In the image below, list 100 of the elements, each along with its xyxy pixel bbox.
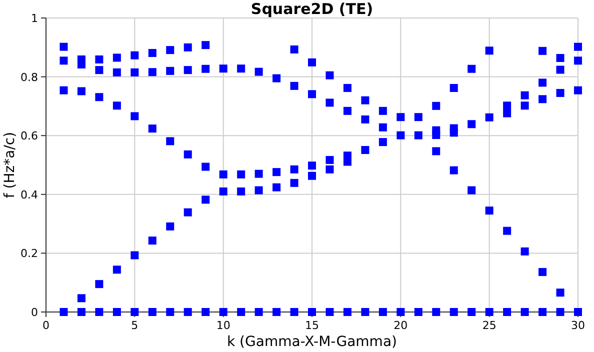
point: [326, 165, 334, 174]
point: [361, 308, 370, 316]
point: [254, 170, 263, 178]
point: [520, 91, 529, 100]
point: [202, 64, 210, 73]
point: [272, 74, 281, 82]
point: [272, 168, 281, 176]
y-tick-label: 0.6: [20, 130, 38, 143]
point: [130, 112, 139, 120]
point: [166, 308, 174, 316]
point: [184, 150, 192, 158]
point: [290, 165, 298, 174]
point: [254, 308, 263, 316]
point: [308, 90, 316, 98]
point: [219, 170, 228, 178]
point: [538, 268, 547, 276]
point: [112, 308, 121, 316]
x-axis-title: k (Gamma-X-M-Gamma): [227, 334, 397, 350]
y-tick-label: 0.8: [20, 70, 38, 84]
point: [148, 68, 156, 76]
point: [60, 56, 68, 65]
chart-title: Square2D (TE): [250, 0, 374, 18]
point: [485, 113, 494, 122]
point: [290, 82, 298, 90]
point: [148, 124, 156, 133]
point: [378, 123, 387, 132]
point: [60, 308, 68, 316]
point: [272, 308, 281, 316]
point: [237, 64, 246, 73]
point: [503, 308, 512, 316]
point: [432, 102, 440, 110]
point: [184, 308, 192, 316]
point: [95, 55, 104, 64]
point: [95, 280, 104, 288]
point: [538, 78, 547, 87]
point: [95, 66, 104, 74]
point: [112, 68, 121, 76]
point: [343, 308, 352, 316]
point: [378, 106, 387, 115]
point: [520, 102, 529, 110]
point: [77, 308, 86, 316]
point: [290, 308, 298, 316]
point: [556, 288, 564, 297]
point: [396, 131, 405, 140]
point: [485, 308, 494, 316]
point: [237, 170, 246, 178]
point: [503, 109, 512, 118]
point: [308, 58, 316, 66]
point: [112, 102, 121, 110]
point: [219, 64, 228, 73]
point: [237, 187, 246, 196]
point: [326, 98, 334, 107]
point: [95, 308, 104, 316]
point: [130, 308, 139, 316]
point: [254, 186, 263, 194]
point: [148, 308, 156, 316]
point: [556, 308, 564, 316]
point: [485, 206, 494, 215]
point: [378, 138, 387, 146]
point: [378, 308, 387, 316]
x-tick-label: 25: [482, 319, 496, 332]
y-axis-title: f (Hz*a/c): [2, 132, 18, 198]
point: [414, 113, 422, 122]
point: [148, 48, 156, 57]
y-tick-label: 0.2: [20, 247, 38, 260]
point: [148, 236, 156, 245]
point: [202, 162, 210, 171]
point: [219, 187, 228, 196]
point: [468, 186, 476, 194]
point: [343, 152, 352, 160]
point: [538, 95, 547, 104]
x-tick-label: 5: [131, 319, 138, 332]
point: [112, 266, 121, 274]
point: [556, 88, 564, 97]
point: [166, 137, 174, 146]
point: [326, 308, 334, 316]
point: [95, 93, 104, 102]
point: [308, 172, 316, 180]
point: [166, 66, 174, 75]
point: [450, 124, 458, 132]
point: [574, 42, 582, 51]
point: [450, 166, 458, 174]
x-tick-label: 30: [571, 319, 585, 332]
point: [77, 55, 86, 64]
point: [166, 222, 174, 230]
point: [290, 178, 298, 187]
point: [184, 66, 192, 74]
point: [308, 162, 316, 170]
point: [556, 54, 564, 62]
y-tick-label: 0: [31, 306, 38, 319]
point: [396, 113, 405, 122]
point: [503, 226, 512, 235]
point: [538, 308, 547, 316]
point: [520, 308, 529, 316]
point: [272, 183, 281, 192]
point: [361, 96, 370, 104]
point: [574, 86, 582, 94]
point: [414, 308, 422, 316]
point: [432, 147, 440, 156]
point: [468, 120, 476, 128]
